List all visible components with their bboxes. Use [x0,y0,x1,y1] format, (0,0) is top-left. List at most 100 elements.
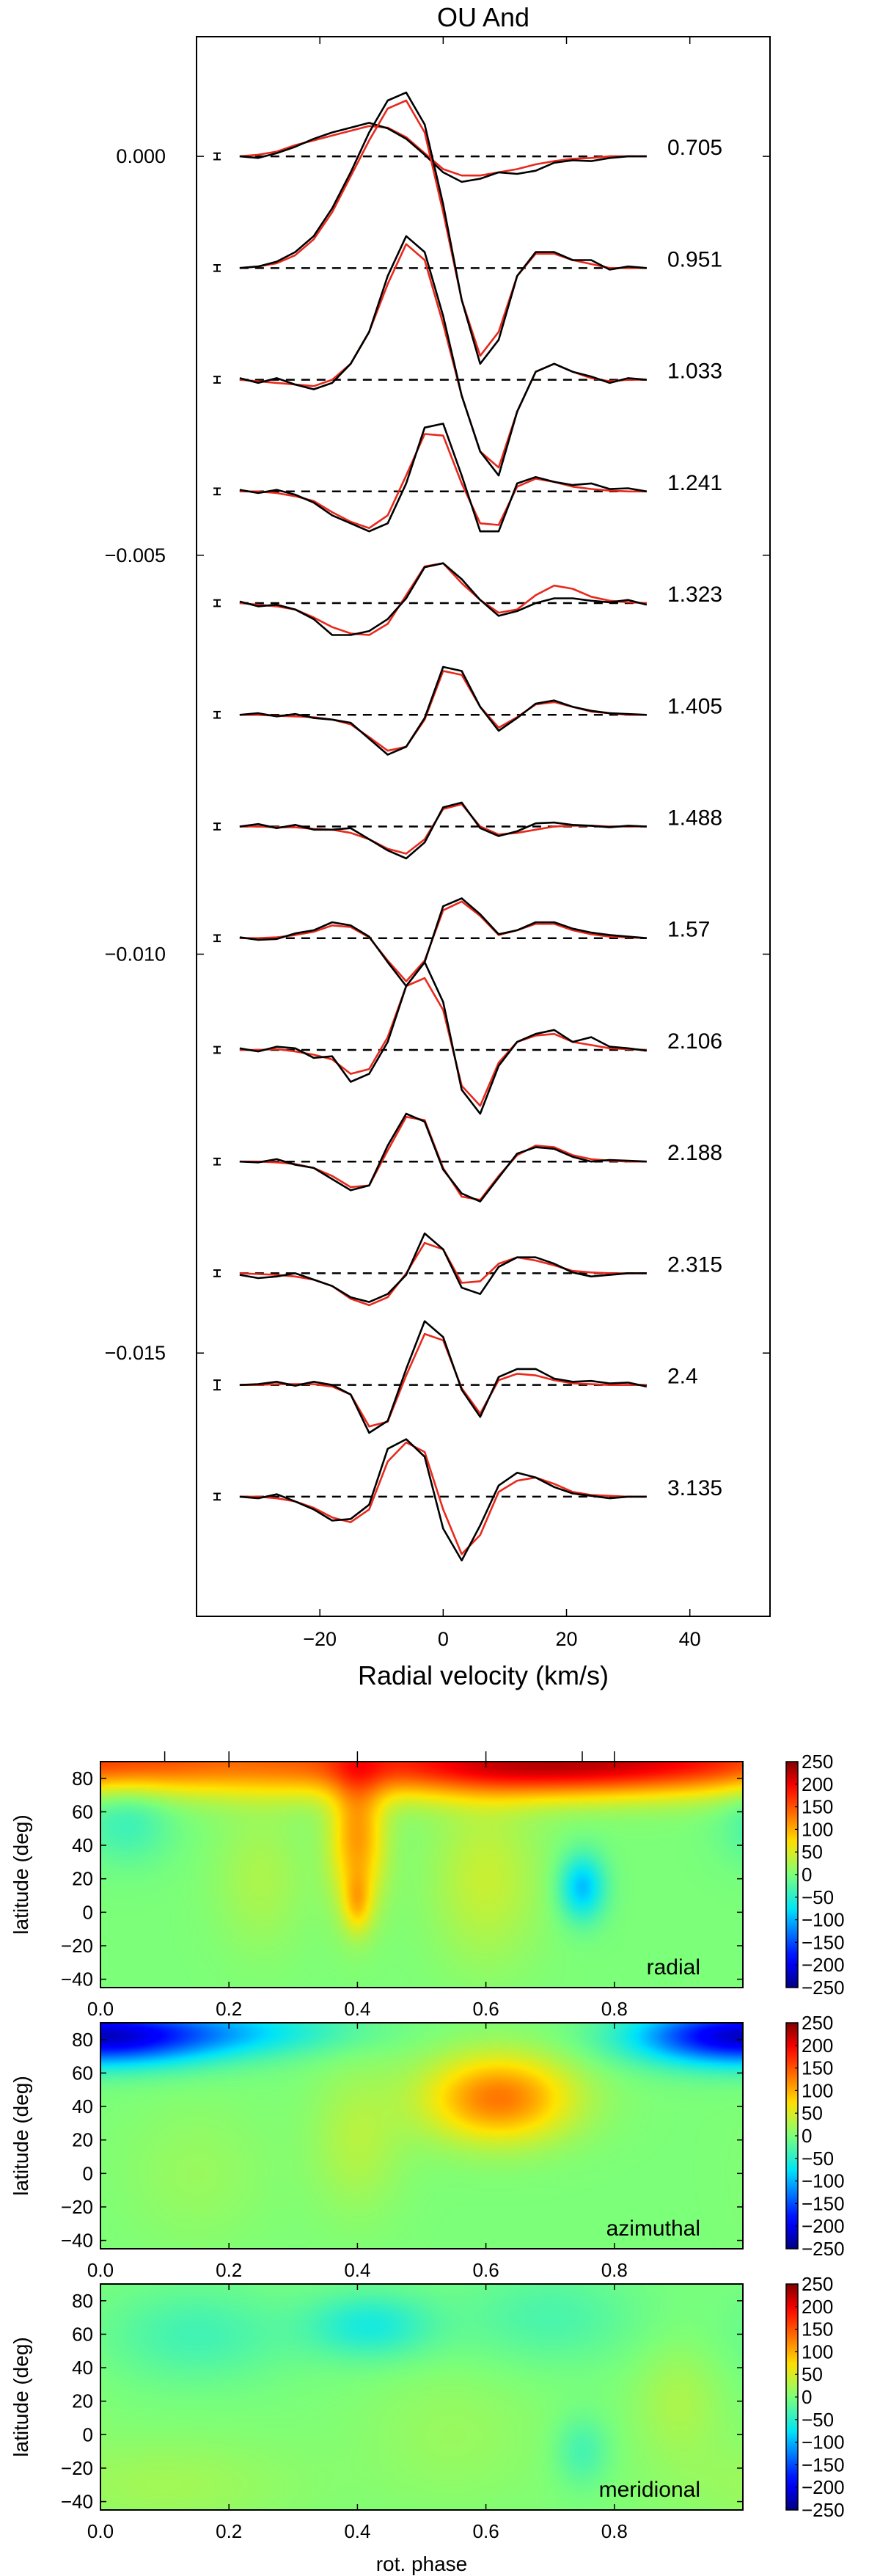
y-tick-label: 20 [72,2129,93,2151]
model-line [239,803,647,855]
colorbar-tick-label: −50 [802,2409,834,2431]
y-tick-label: 80 [72,2290,93,2312]
y-tick-label: −0.010 [105,943,166,965]
x-tick-label: 0.4 [344,2259,370,2281]
component-label: radial [647,1955,700,1980]
observed-line [239,562,648,636]
y-tick-label: 60 [72,2323,93,2345]
colorbar-tick-label: 100 [802,2079,833,2101]
model-line [239,670,647,752]
phase-label: 1.405 [667,694,722,718]
y-tick-label: 60 [72,2062,93,2084]
observed-line [239,122,647,183]
y-tick-label: 60 [72,1800,93,1822]
model-line [239,900,647,982]
observed-line [239,1232,647,1303]
component-label: azimuthal [606,2216,700,2241]
x-tick-label: 0.2 [216,1998,242,2020]
y-tick-label: −0.005 [105,544,166,566]
y-tick-label: 20 [72,2390,93,2412]
phase-label: 2.4 [667,1365,698,1389]
x-tick-label: 0 [438,1628,449,1650]
colorbar-tick-label: 0 [802,2386,812,2408]
y-tick-label: −40 [61,2491,93,2513]
profile-0.951: 0.951 [213,91,722,365]
observed-line [239,961,647,1115]
x-tick-label: 0.6 [473,2259,499,2281]
profile-3.135: 3.135 [213,1438,722,1562]
panel-frame [100,1761,744,1988]
profile-1.241: 1.241 [213,423,722,533]
phase-label: 2.188 [667,1141,722,1165]
x-tick-label: 0.8 [601,2520,628,2542]
phase-label: 1.323 [667,583,722,607]
phase-label: 2.315 [667,1252,722,1277]
model-line [239,99,647,357]
x-tick-label: 0.2 [216,2520,242,2542]
colorbar-tick-label: −250 [802,1977,845,1999]
colorbar-tick-label: −100 [802,2431,845,2453]
x-tick-label: 0.6 [473,2520,499,2542]
y-tick-label: 40 [72,2357,93,2379]
colorbar-tick-label: −250 [802,2238,845,2260]
y-tick-label: −20 [61,2457,93,2479]
y-axis-label: latitude (deg) [10,2337,32,2456]
phase-label: 2.106 [667,1029,722,1054]
colorbar-tick-label: −150 [802,2192,845,2214]
y-tick-label: 0 [83,2423,93,2445]
observed-line [239,423,648,533]
profile-1.488: 1.488 [213,801,722,860]
model-line [239,1116,647,1201]
y-tick-label: 20 [72,1868,93,1890]
colorbar-tick-label: −50 [802,2148,834,2170]
colorbar-tick-label: 250 [802,2012,833,2034]
component-label: meridional [599,2478,700,2502]
colorbar-tick-label: −150 [802,1931,845,1953]
colorbar-tick-label: −250 [802,2499,845,2521]
y-tick-label: −20 [61,2196,93,2218]
x-tick-label: −20 [303,1628,337,1650]
colorbar-tick-label: 150 [802,2318,833,2340]
profile-1.57: 1.57 [213,897,710,988]
colorbar-tick-label: −150 [802,2453,845,2475]
panel-frame [100,2022,744,2250]
model-line [239,433,647,530]
profile-1.033: 1.033 [213,235,722,477]
x-tick-label: 0.0 [87,1998,114,2020]
y-tick-label: 80 [72,2029,93,2051]
colorbar-tick-label: 250 [802,1751,833,1773]
observed-line [239,1438,647,1562]
observed-line [239,897,647,988]
phase-label: 1.57 [667,918,710,942]
x-tick-label: 0.6 [473,1998,499,2020]
phase-label: 1.241 [667,471,722,495]
colorbar-tick-label: 200 [802,1773,833,1795]
colorbar-tick-label: 200 [802,2296,833,2318]
observed-line [239,665,647,756]
colorbar-tick-label: 150 [802,2057,833,2079]
x-axis-label: Radial velocity (km/s) [358,1660,609,1690]
colorbar-tick-label: −50 [802,1886,834,1908]
observed-line [239,1320,648,1434]
x-tick-label: 0.2 [216,2259,242,2281]
colorbar-tick-label: −200 [802,1954,845,1976]
profile-2.188: 2.188 [213,1112,722,1203]
model-line [239,125,647,177]
colorbar-tick-label: 0 [802,1864,812,1886]
colorbar-tick-label: −100 [802,2170,845,2192]
phase-label: 3.135 [667,1476,722,1500]
colorbar-tick-label: 0 [802,2125,812,2147]
colorbar-tick-label: 50 [802,1841,823,1863]
colorbar-tick-label: 150 [802,1796,833,1818]
y-axis-label: latitude (deg) [10,2076,32,2195]
observed-line [239,1112,647,1203]
y-tick-label: −40 [61,2230,93,2252]
y-tick-label: −20 [61,1935,93,1957]
x-tick-label: 20 [555,1628,577,1650]
x-tick-label: 40 [679,1628,701,1650]
